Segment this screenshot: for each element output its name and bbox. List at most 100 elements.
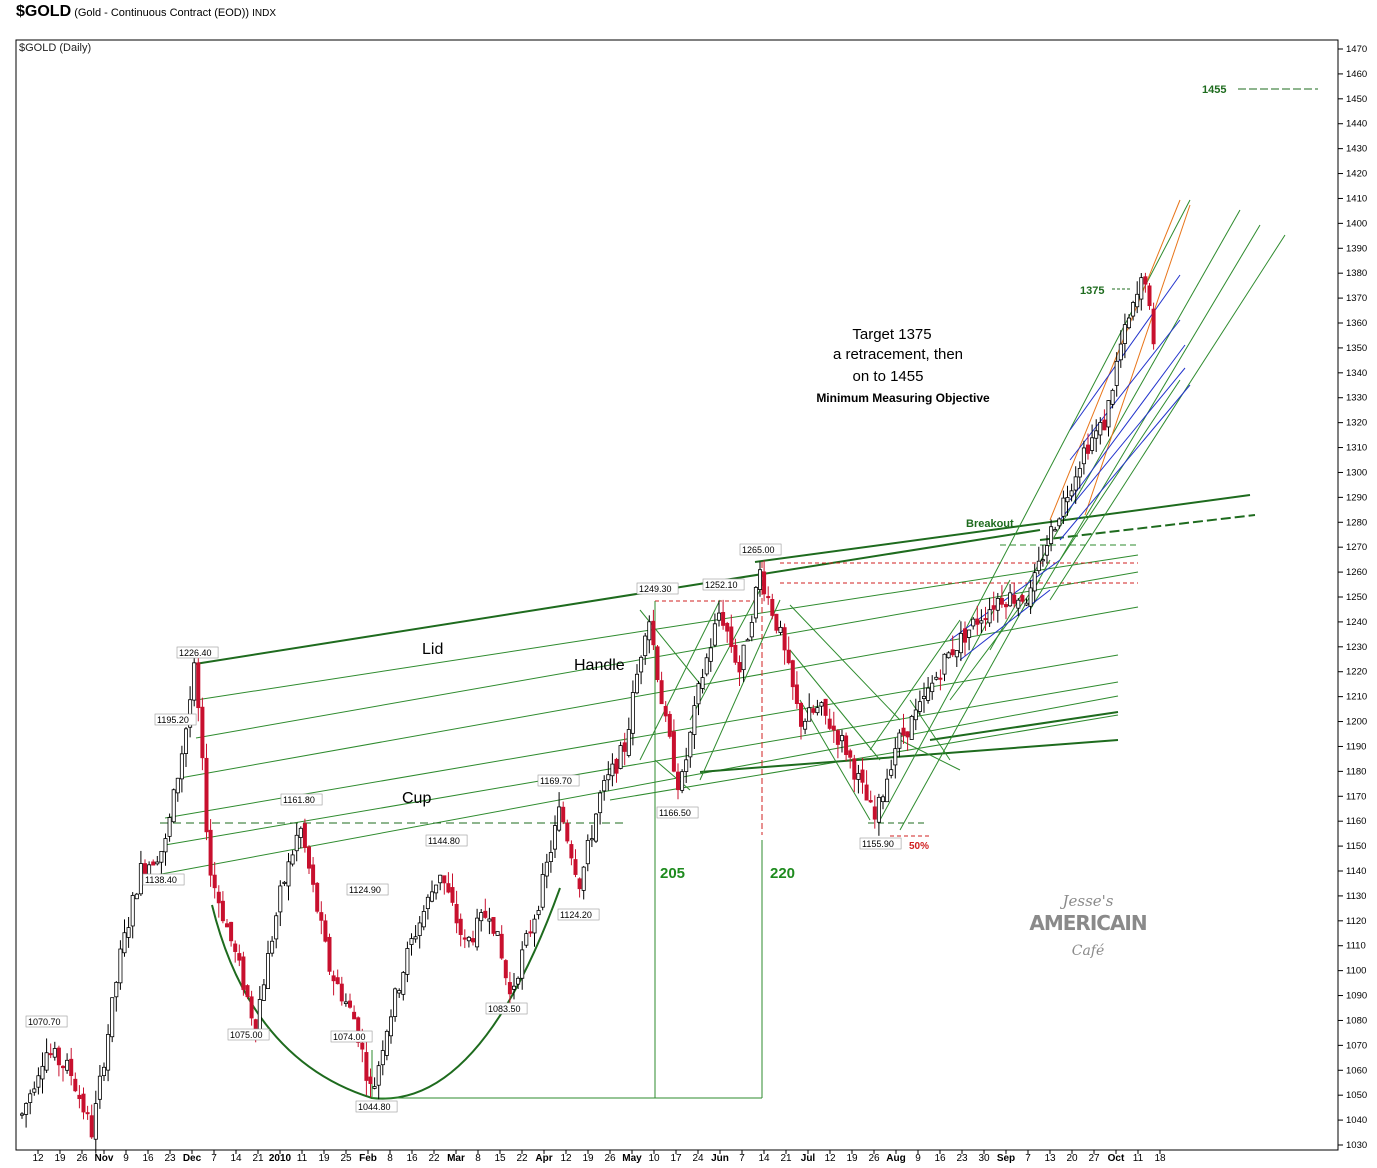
y-tick-label: 1080 <box>1346 1015 1367 1026</box>
candle-body <box>1028 587 1033 607</box>
candle-body <box>142 863 147 876</box>
candle-body <box>302 823 307 848</box>
channel-line-8 <box>699 739 1119 773</box>
candle-body <box>1090 437 1095 451</box>
y-tick-label: 1390 <box>1346 243 1367 254</box>
candle-body <box>1012 594 1017 604</box>
candle-body <box>401 972 406 995</box>
candle-body <box>249 996 254 1019</box>
candle-body <box>163 838 168 853</box>
candle-body <box>1016 599 1021 609</box>
candle-body <box>1151 308 1156 345</box>
x-tick-label: 19 <box>54 1153 66 1164</box>
x-tick-label: Apr <box>535 1153 552 1164</box>
candle-body <box>622 742 627 752</box>
candle-body <box>1024 602 1029 606</box>
candle-body <box>516 977 521 985</box>
candle-body <box>528 931 533 934</box>
candle-body <box>745 639 750 642</box>
candle-body <box>659 680 664 705</box>
candle-body <box>388 1016 393 1037</box>
y-tick-label: 1250 <box>1346 592 1367 603</box>
candle-body <box>569 844 574 859</box>
price-label: 1161.80 <box>283 795 315 805</box>
candle-body <box>963 628 968 643</box>
candle-body <box>971 618 976 627</box>
candle-body <box>1110 389 1115 405</box>
measure-220-label: 220 <box>770 865 795 882</box>
y-tick-label: 1050 <box>1346 1090 1367 1101</box>
candle-body <box>36 1075 41 1088</box>
candle-body <box>520 949 525 979</box>
candle-body <box>487 918 492 922</box>
candle-body <box>208 829 213 876</box>
y-tick-label: 1120 <box>1346 916 1366 927</box>
candle-body <box>380 1050 385 1066</box>
price-label-box <box>656 806 699 819</box>
y-tick-label: 1200 <box>1346 717 1367 728</box>
price-label: 1169.70 <box>540 776 572 786</box>
candle-body <box>815 707 820 714</box>
price-label-box <box>859 837 902 850</box>
candle-body <box>737 662 742 673</box>
candle-body <box>93 1103 98 1140</box>
candle-body <box>536 910 541 916</box>
candle-body <box>893 748 898 766</box>
channel-line-7 <box>609 714 1119 801</box>
candle-body <box>179 753 184 780</box>
x-tick-label: 25 <box>340 1153 352 1164</box>
candle-body <box>999 598 1004 605</box>
x-tick-label: 7 <box>1025 1153 1031 1164</box>
y-tick-label: 1110 <box>1346 941 1366 952</box>
x-tick-label: 7 <box>211 1153 217 1164</box>
y-tick-label: 1150 <box>1346 841 1366 852</box>
candle-body <box>491 917 496 934</box>
candle-body <box>319 912 324 921</box>
y-tick-label: 1320 <box>1346 418 1367 429</box>
candle-body <box>942 653 947 675</box>
candle-body <box>577 878 582 890</box>
candle-body <box>372 1086 377 1089</box>
candle-body <box>278 885 283 913</box>
x-tick-label: Jun <box>711 1153 729 1164</box>
candle-body <box>1073 476 1078 491</box>
price-label-box <box>485 1002 528 1015</box>
candle-body <box>24 1103 29 1115</box>
trendlines <box>139 88 1318 1100</box>
y-tick-label: 1030 <box>1346 1140 1367 1151</box>
measure-205-label: 205 <box>660 865 685 882</box>
candle-body <box>1086 444 1091 454</box>
candle-body <box>1069 490 1074 497</box>
candle-body <box>175 777 180 794</box>
candle-body <box>458 918 463 935</box>
candle-body <box>721 612 726 626</box>
x-tick-label: 2010 <box>269 1153 292 1164</box>
candle-body <box>52 1048 57 1058</box>
x-tick-label: 16 <box>406 1153 418 1164</box>
candle-body <box>606 774 611 781</box>
candle-body <box>81 1093 86 1113</box>
candle-body <box>1057 518 1062 527</box>
y-tick-label: 1300 <box>1346 467 1367 478</box>
candle-body <box>85 1112 90 1115</box>
candle-body <box>446 883 451 893</box>
candle-body <box>639 656 644 673</box>
candle-body <box>479 912 484 922</box>
chart-title: $GOLD (Gold - Continuous Contract (EOD))… <box>16 3 276 21</box>
candle-body <box>1040 559 1045 562</box>
candle-body <box>495 931 500 936</box>
candle-body <box>1106 400 1111 428</box>
candle-body <box>475 917 480 948</box>
candle-body <box>696 683 701 705</box>
candle-body <box>704 657 709 675</box>
candle-body <box>470 938 475 943</box>
candle-body <box>442 875 447 884</box>
candle-body <box>257 999 262 1033</box>
candle-body <box>224 923 229 928</box>
x-tick-label: 19 <box>318 1153 330 1164</box>
x-tick-label: 17 <box>670 1153 682 1164</box>
candle-body <box>835 730 840 745</box>
candle-body <box>762 571 767 595</box>
x-tick-label: May <box>622 1153 642 1164</box>
x-tick-label: 8 <box>475 1153 481 1164</box>
